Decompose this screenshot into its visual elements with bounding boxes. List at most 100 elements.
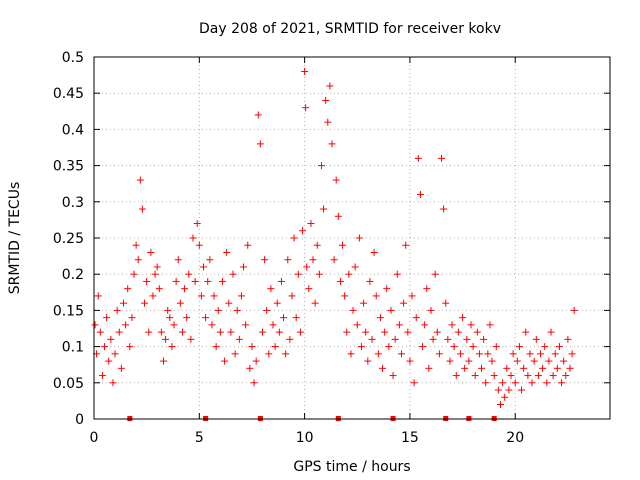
y-tick-label: 0.25	[53, 231, 84, 247]
data-point	[564, 335, 572, 343]
data-point	[197, 292, 205, 300]
data-point	[379, 364, 387, 372]
data-point	[364, 357, 372, 365]
x-tick-label: 10	[296, 430, 314, 446]
data-point	[397, 350, 405, 358]
data-point	[459, 314, 467, 322]
data-point	[147, 248, 155, 256]
data-point	[309, 256, 317, 264]
data-point	[244, 241, 252, 249]
data-point	[408, 292, 416, 300]
data-point	[551, 350, 559, 358]
data-point	[496, 401, 504, 409]
data-point	[381, 328, 389, 336]
data-point	[138, 205, 146, 213]
data-point	[526, 350, 534, 358]
data-point	[202, 314, 210, 322]
data-point	[341, 292, 349, 300]
data-point	[410, 379, 418, 387]
data-point	[368, 335, 376, 343]
data-point	[288, 292, 296, 300]
data-point	[187, 335, 195, 343]
data-point	[370, 248, 378, 256]
data-point	[330, 256, 338, 264]
data-point	[189, 234, 197, 242]
data-point	[208, 321, 216, 329]
data-point	[265, 350, 273, 358]
data-point	[307, 220, 315, 228]
y-axis-ticks: 0 0.05 0.1 0.15 0.2 0.25 0.3 0.35 0.4 0.45 0.5	[53, 50, 610, 428]
data-point	[256, 140, 264, 148]
data-point	[547, 328, 555, 336]
data-point	[425, 364, 433, 372]
data-point	[162, 335, 170, 343]
data-point	[155, 285, 163, 293]
data-point	[393, 270, 401, 278]
data-point	[115, 328, 123, 336]
data-point	[229, 270, 237, 278]
data-point	[402, 241, 410, 249]
data-point	[360, 299, 368, 307]
y-tick-label: 0.15	[53, 303, 84, 319]
data-point	[332, 176, 340, 184]
y-axis-label: SRMTID / TECUs	[7, 182, 23, 295]
data-point	[124, 285, 132, 293]
data-point	[454, 328, 462, 336]
data-point	[545, 357, 553, 365]
data-point	[558, 379, 566, 387]
data-point	[345, 270, 353, 278]
data-point	[555, 343, 563, 351]
data-point	[385, 343, 393, 351]
x-tick-label: 20	[506, 430, 524, 446]
data-point	[501, 393, 509, 401]
data-point	[532, 335, 540, 343]
data-point	[543, 379, 551, 387]
data-point	[349, 306, 357, 314]
data-point	[406, 357, 414, 365]
data-point	[444, 335, 452, 343]
data-point	[313, 241, 321, 249]
x-axis-label: GPS time / hours	[293, 459, 410, 475]
data-point	[101, 343, 109, 351]
data-point	[536, 350, 544, 358]
x-axis-ticks: 0 5 10 15 20	[90, 57, 524, 446]
data-point	[242, 321, 250, 329]
data-point	[486, 321, 494, 329]
data-point	[339, 241, 347, 249]
data-point	[273, 299, 281, 307]
data-point	[252, 357, 260, 365]
data-point	[286, 335, 294, 343]
data-point	[200, 263, 208, 271]
data-point	[391, 335, 399, 343]
data-point	[301, 67, 309, 75]
data-point	[469, 343, 477, 351]
data-point	[570, 306, 578, 314]
data-point	[494, 386, 502, 394]
data-point	[566, 364, 574, 372]
data-point	[91, 321, 99, 329]
data-point	[435, 350, 443, 358]
data-point	[240, 263, 248, 271]
data-point	[294, 270, 302, 278]
data-point	[423, 285, 431, 293]
data-point	[143, 277, 151, 285]
data-point	[151, 270, 159, 278]
data-point	[185, 270, 193, 278]
data-point	[168, 343, 176, 351]
data-point	[227, 328, 235, 336]
data-point	[383, 285, 391, 293]
data-point	[353, 321, 361, 329]
data-point	[389, 372, 397, 380]
data-point	[568, 350, 576, 358]
data-point	[206, 256, 214, 264]
data-point	[254, 111, 262, 119]
data-point	[480, 335, 488, 343]
y-tick-label: 0	[75, 412, 84, 428]
y-tick-label: 0.05	[53, 376, 84, 392]
data-point	[355, 234, 363, 242]
data-point	[509, 350, 517, 358]
data-point	[225, 299, 233, 307]
data-point	[172, 277, 180, 285]
data-point	[336, 277, 344, 285]
data-point	[119, 299, 127, 307]
